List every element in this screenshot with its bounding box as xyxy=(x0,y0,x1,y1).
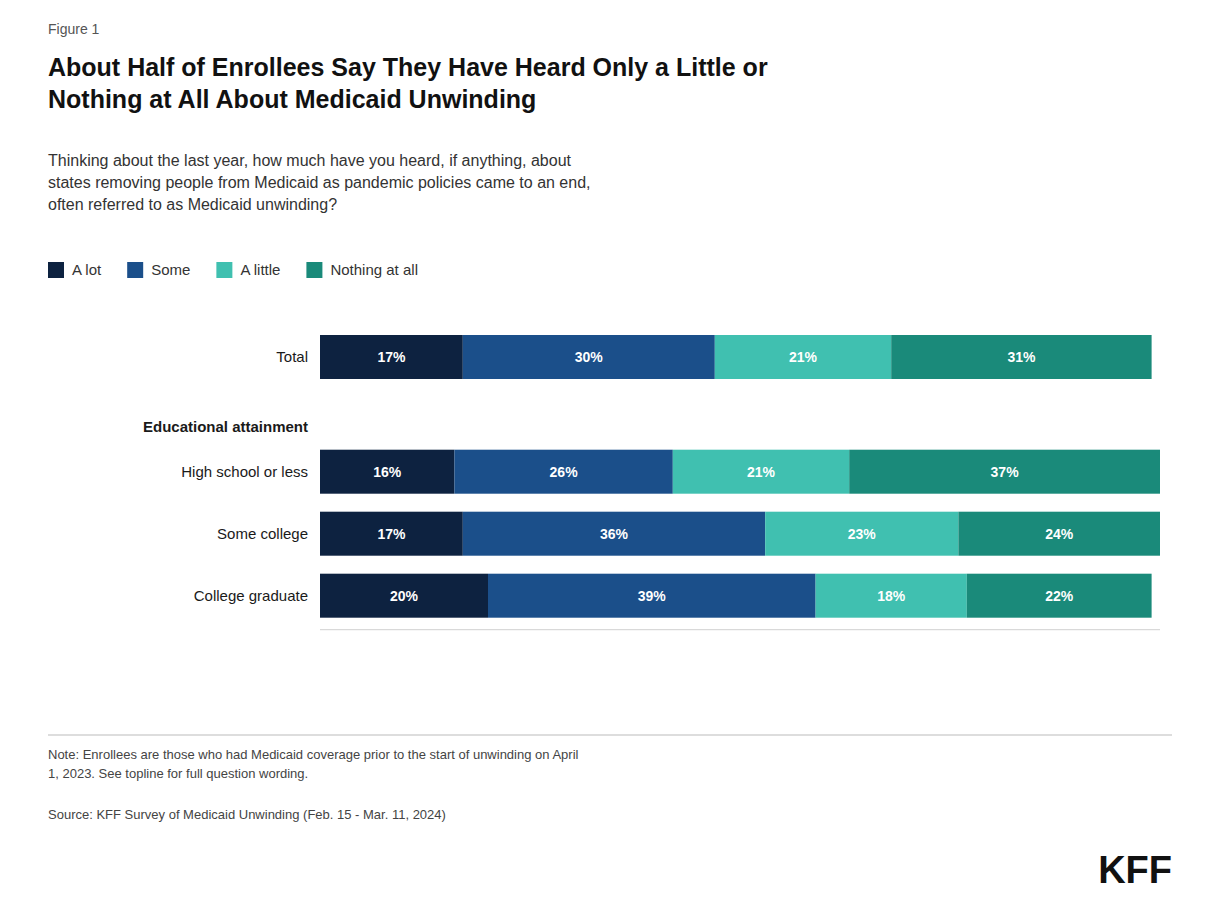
bar-segment xyxy=(320,574,488,618)
data-label: 21% xyxy=(747,464,776,480)
data-label: 37% xyxy=(991,464,1020,480)
data-label: 31% xyxy=(1007,349,1036,365)
subtitle: Thinking about the last year, how much h… xyxy=(48,152,591,213)
data-label: 20% xyxy=(390,588,419,604)
page: {"chart_data": { "type": "bar", "orienta… xyxy=(0,0,1220,911)
bar-segment xyxy=(454,450,672,494)
bar-segment xyxy=(673,450,849,494)
bar-segment xyxy=(488,574,816,618)
bar-segment xyxy=(463,512,765,556)
text-line: Nothing at All About Medicaid Unwinding xyxy=(48,85,536,113)
legend-label: Some xyxy=(151,261,190,278)
x-axis-line xyxy=(320,629,1160,630)
category-label: High school or less xyxy=(181,463,308,480)
text-line: Thinking about the last year, how much h… xyxy=(48,152,572,169)
text-line: often referred to as Medicaid unwinding? xyxy=(48,196,337,213)
data-label: 30% xyxy=(575,349,604,365)
category-labels: Total High school or less Some college Coll… xyxy=(143,348,308,604)
figure-label: Figure 1 xyxy=(48,21,100,37)
text-line: Note: Enrollees are those who had Medica… xyxy=(48,747,579,762)
bars xyxy=(320,335,1160,618)
data-label: 39% xyxy=(638,588,667,604)
bar-segment xyxy=(816,574,967,618)
legend-label: A little xyxy=(240,261,280,278)
data-label: 16% xyxy=(373,464,402,480)
data-label: 26% xyxy=(550,464,579,480)
data-label: 18% xyxy=(877,588,906,604)
data-label: 17% xyxy=(377,349,406,365)
bar-segment xyxy=(765,512,958,556)
legend-swatch xyxy=(306,262,322,278)
bar-segment xyxy=(891,335,1151,379)
footer-rule xyxy=(48,735,1172,736)
bar-segment xyxy=(320,450,454,494)
section-label: Educational attainment xyxy=(143,418,308,435)
source: Source: KFF Survey of Medicaid Unwinding… xyxy=(48,807,446,822)
text-line: About Half of Enrollees Say They Have He… xyxy=(48,53,768,81)
legend-swatch xyxy=(48,262,64,278)
legend: A lot Some A little Nothing at all xyxy=(48,261,418,278)
bar-segment xyxy=(849,450,1160,494)
data-label: 36% xyxy=(600,526,629,542)
title: About Half of Enrollees Say They Have He… xyxy=(48,53,768,113)
data-label: 23% xyxy=(848,526,877,542)
bar-segment xyxy=(715,335,891,379)
legend-swatch xyxy=(216,262,232,278)
data-label: 24% xyxy=(1045,526,1074,542)
data-label: 22% xyxy=(1045,588,1074,604)
text-line: states removing people from Medicaid as … xyxy=(48,174,591,191)
bar-segment xyxy=(967,574,1152,618)
legend-label: A lot xyxy=(72,261,102,278)
legend-swatch xyxy=(127,262,143,278)
bar-segment xyxy=(463,335,715,379)
logo: KFF xyxy=(1098,849,1172,891)
chart: Figure 1 About Half of Enrollees Say They… xyxy=(0,0,1220,911)
data-label: 21% xyxy=(789,349,818,365)
data-label: 17% xyxy=(377,526,406,542)
legend-label: Nothing at all xyxy=(330,261,418,278)
bar-segment xyxy=(320,512,463,556)
note: Note: Enrollees are those who had Medica… xyxy=(48,747,579,781)
text-line: 1, 2023. See topline for full question w… xyxy=(48,766,308,781)
bar-segment xyxy=(958,512,1160,556)
bar-segment xyxy=(320,335,463,379)
background xyxy=(0,0,1220,911)
data-labels: 17% 30% 21% 31% 16% 26% 21% 37% 17% 36% 23% 24% 20% 3… xyxy=(373,349,1074,604)
category-label: Total xyxy=(276,348,308,365)
category-label: Some college xyxy=(217,525,308,542)
category-label: College graduate xyxy=(194,587,308,604)
